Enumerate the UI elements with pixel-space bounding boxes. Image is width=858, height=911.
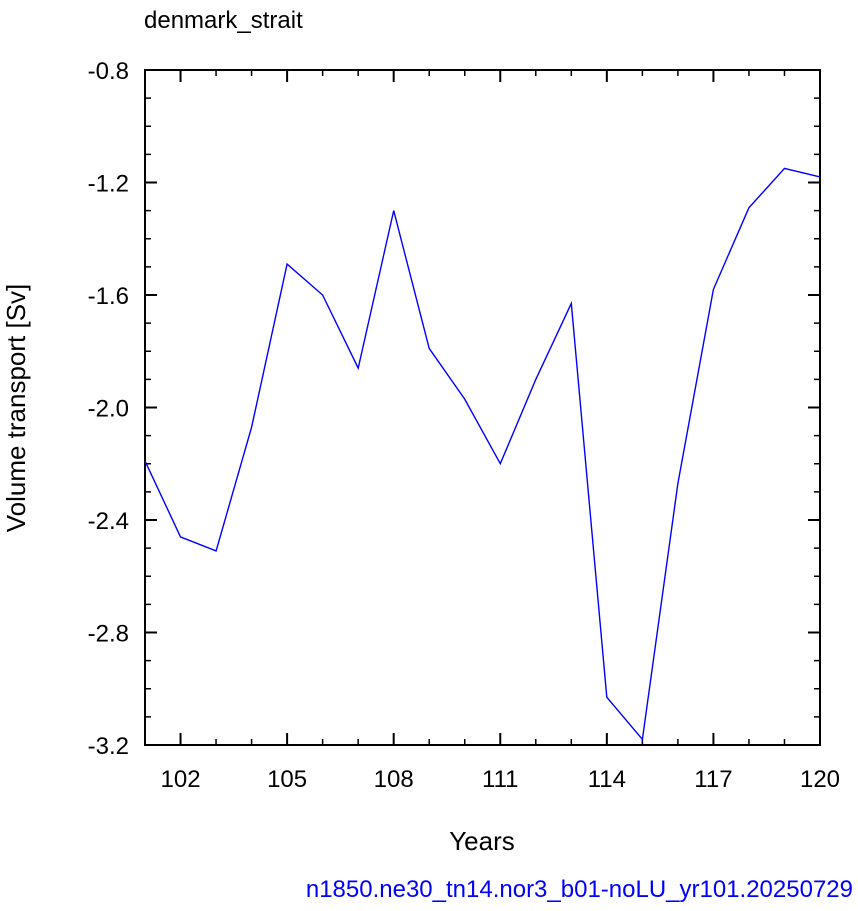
x-axis-label: Years <box>449 826 515 856</box>
y-axis-label: Volume transport [Sv] <box>1 284 31 533</box>
y-tick-label: -3.2 <box>88 733 129 760</box>
series-line <box>144 167 821 742</box>
series-layer <box>144 167 821 742</box>
x-tick-label: 105 <box>267 766 307 793</box>
x-tick-label: 117 <box>694 766 732 793</box>
plot-area <box>144 69 821 746</box>
x-tick-label: 102 <box>161 766 201 793</box>
x-tick-label: 114 <box>588 766 626 793</box>
y-tick-label: -2.8 <box>88 621 129 648</box>
y-tick-label: -1.6 <box>88 283 129 310</box>
y-tick-label: -1.2 <box>88 171 129 198</box>
y-tick-label: -2.0 <box>88 396 129 423</box>
plot-frame <box>144 69 821 746</box>
x-tick-label: 111 <box>482 766 518 793</box>
y-tick-label: -2.4 <box>88 508 129 535</box>
chart-title: denmark_strait <box>144 7 303 34</box>
y-axis: -0.8 -1.2 -1.6 -2.0 -2.4 -2.8 -3.2 <box>88 58 820 760</box>
x-tick-label: 108 <box>374 766 414 793</box>
x-tick-label: 120 <box>800 766 840 793</box>
y-tick-label: -0.8 <box>88 58 129 85</box>
x-axis: 102 105 108 111 114 117 120 <box>144 70 840 793</box>
footer-caption: n1850.ne30_tn14.nor3_b01-noLU_yr101.2025… <box>306 876 853 903</box>
